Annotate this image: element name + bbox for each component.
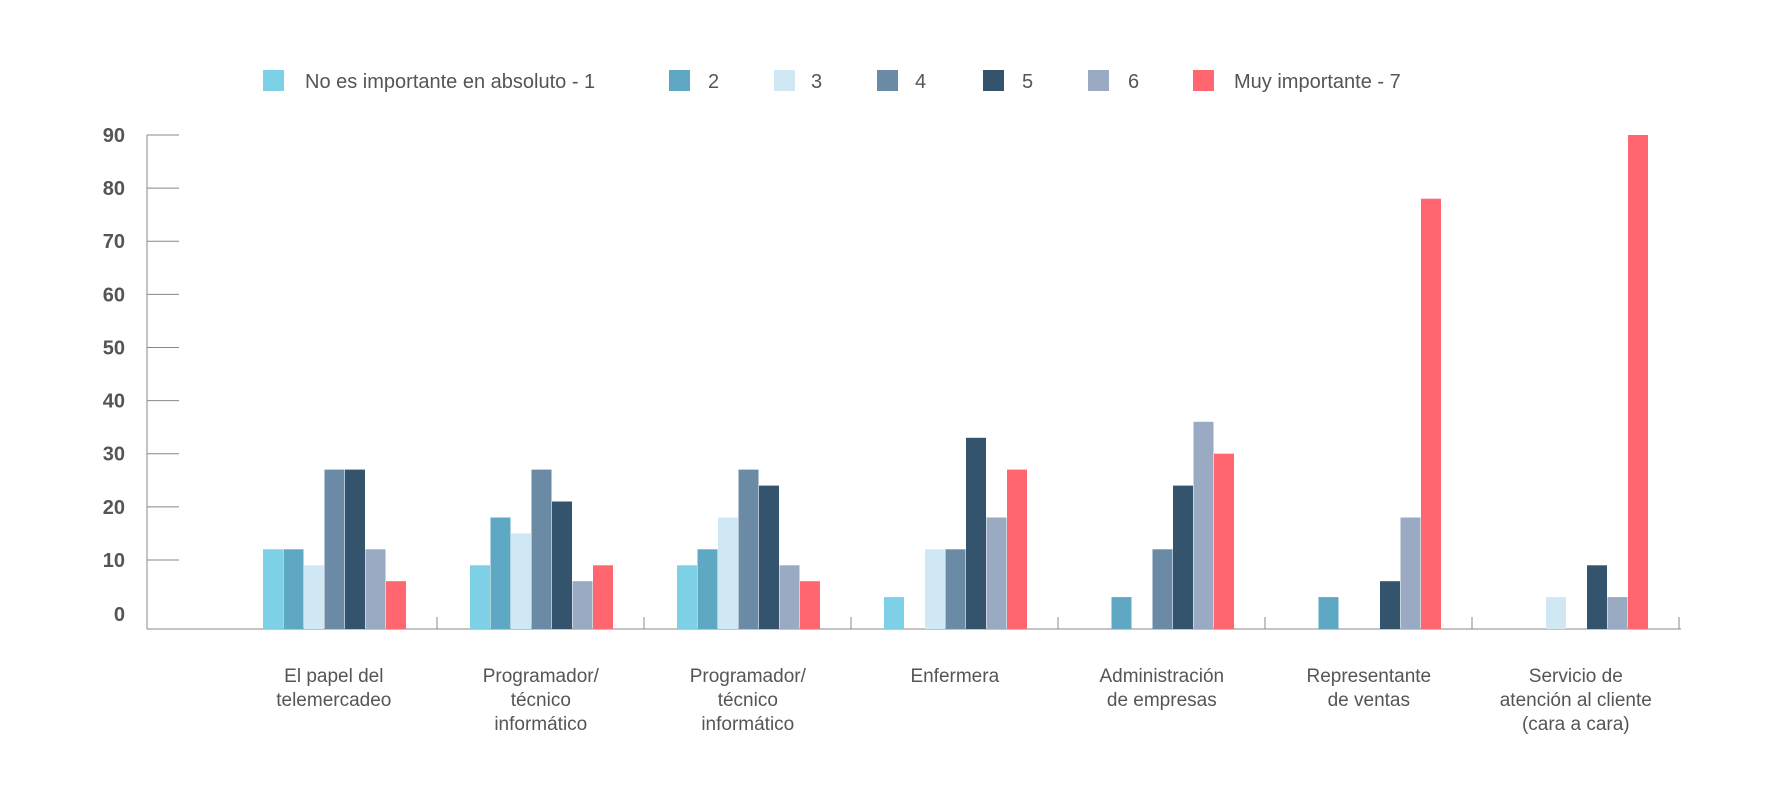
bar [945, 549, 966, 629]
legend-label: Muy importante - 7 [1234, 71, 1401, 93]
bar [800, 581, 820, 629]
x-tick-label: Programador/ [690, 666, 807, 687]
bar [1173, 485, 1193, 629]
bar [572, 581, 593, 629]
x-tick-label: de empresas [1107, 690, 1217, 711]
bar [304, 565, 324, 629]
bar [552, 501, 572, 629]
bar [759, 485, 779, 629]
bar [1546, 597, 1566, 629]
x-tick-label: telemercadeo [276, 690, 391, 711]
y-tick-label: 10 [103, 550, 125, 572]
bar [1421, 198, 1441, 629]
legend-label: 4 [915, 71, 926, 93]
y-tick-label: 20 [103, 497, 125, 519]
x-tick-label: atención al cliente [1500, 690, 1652, 711]
bar [511, 533, 531, 629]
y-tick-label: 30 [103, 444, 125, 466]
legend-swatch [669, 70, 690, 91]
legend-label: 5 [1022, 71, 1033, 93]
x-tick-label: técnico [718, 690, 778, 711]
x-tick-label: informático [494, 714, 587, 735]
y-tick-label: 90 [103, 125, 125, 147]
legend-swatch [877, 70, 898, 91]
bar [470, 565, 490, 629]
bar [283, 549, 304, 629]
bar [1400, 517, 1421, 629]
x-tick-label: Programador/ [483, 666, 600, 687]
bar [365, 549, 386, 629]
y-tick-label: 80 [103, 178, 125, 200]
bar [324, 469, 345, 629]
bar [345, 469, 365, 629]
y-tick-label: 70 [103, 231, 125, 253]
bar [1607, 597, 1628, 629]
bar [1628, 135, 1648, 629]
bar [925, 549, 945, 629]
bar [1380, 581, 1400, 629]
legend-label: 2 [708, 71, 719, 93]
bar [531, 469, 552, 629]
legend-swatch [1088, 70, 1109, 91]
legend-swatch [1193, 70, 1214, 91]
legend-label: 3 [811, 71, 822, 93]
x-tick-label: Representante [1306, 666, 1431, 687]
bar [697, 549, 718, 629]
bar [386, 581, 406, 629]
legend-label: 6 [1128, 71, 1139, 93]
y-tick-label: 50 [103, 337, 125, 359]
bar [677, 565, 697, 629]
bar [1152, 549, 1173, 629]
bar [593, 565, 613, 629]
bar [1587, 565, 1607, 629]
x-tick-label: Enfermera [910, 666, 999, 687]
bar [966, 437, 986, 629]
bar [718, 517, 738, 629]
x-tick-label: de ventas [1328, 690, 1410, 711]
bar [1007, 469, 1027, 629]
bar [884, 597, 904, 629]
legend-swatch [263, 70, 284, 91]
y-tick-label: 60 [103, 284, 125, 306]
y-tick-label: 40 [103, 391, 125, 413]
bar [738, 469, 759, 629]
bar [1111, 597, 1132, 629]
x-tick-label: Administración [1099, 666, 1224, 687]
x-tick-label: (cara a cara) [1522, 714, 1630, 735]
x-tick-label: Servicio de [1529, 666, 1623, 687]
bar [986, 517, 1007, 629]
bar [263, 549, 283, 629]
y-tick-label: 0 [114, 604, 125, 626]
x-tick-label: El papel del [284, 666, 383, 687]
bar [1193, 421, 1214, 629]
bar [490, 517, 511, 629]
bar [1318, 597, 1339, 629]
legend-swatch [983, 70, 1004, 91]
legend-label: No es importante en absoluto - 1 [305, 71, 595, 93]
bar [779, 565, 800, 629]
x-tick-label: informático [701, 714, 794, 735]
x-tick-label: técnico [511, 690, 571, 711]
legend-swatch [774, 70, 795, 91]
bar [1214, 453, 1234, 629]
